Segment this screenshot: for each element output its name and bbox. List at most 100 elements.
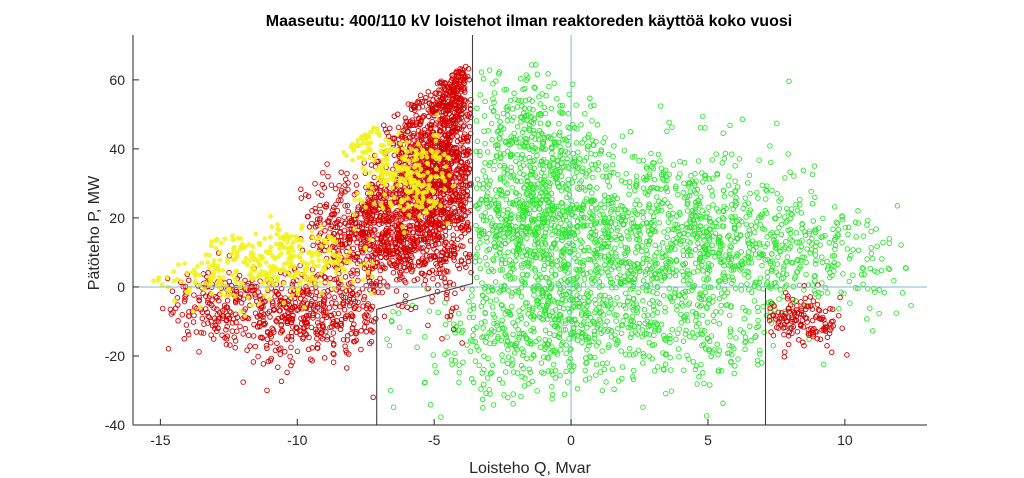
data-point: [480, 299, 486, 305]
data-point: [539, 161, 546, 168]
data-point: [541, 219, 548, 226]
data-point: [580, 201, 587, 208]
data-point: [451, 204, 457, 211]
data-point: [603, 379, 609, 385]
data-point: [721, 293, 727, 299]
data-point: [684, 208, 691, 214]
data-point: [509, 106, 516, 112]
data-point: [774, 120, 780, 127]
data-point: [390, 404, 397, 410]
data-point: [609, 366, 616, 372]
data-point: [484, 375, 491, 381]
data-point: [559, 200, 566, 207]
data-point: [572, 255, 578, 262]
data-point: [499, 380, 506, 386]
data-point: [498, 256, 505, 263]
data-point: [487, 298, 494, 304]
data-point: [430, 352, 437, 358]
data-point: [709, 242, 716, 249]
data-point: [474, 251, 480, 258]
data-point: [520, 352, 526, 359]
data-point: [721, 286, 728, 293]
data-point: [717, 238, 723, 244]
data-point: [776, 205, 783, 212]
data-point: [387, 236, 394, 242]
data-point: [713, 151, 719, 157]
data-point: [698, 302, 705, 309]
data-point: [666, 285, 673, 292]
data-point: [504, 148, 511, 155]
data-point: [710, 202, 716, 208]
data-point: [508, 303, 515, 310]
data-point: [557, 347, 564, 353]
data-point: [683, 327, 689, 334]
data-point: [726, 342, 732, 349]
data-point: [618, 202, 624, 209]
data-point: [822, 284, 829, 291]
data-point: [681, 194, 688, 201]
data-point: [556, 203, 562, 210]
data-point: [479, 396, 486, 403]
data-point: [480, 185, 486, 192]
data-point: [531, 130, 537, 137]
data-point: [452, 290, 458, 297]
data-point: [869, 255, 876, 262]
data-point: [565, 110, 572, 117]
data-point: [651, 332, 657, 338]
data-point: [645, 323, 651, 330]
data-point: [509, 362, 515, 369]
data-point: [538, 158, 545, 164]
data-point: [651, 306, 657, 313]
data-point: [626, 345, 633, 352]
data-point: [819, 259, 826, 266]
data-point: [511, 350, 518, 356]
data-point: [509, 235, 516, 242]
data-point: [474, 176, 481, 183]
data-point: [549, 156, 556, 162]
data-point: [685, 280, 692, 287]
data-point: [727, 122, 733, 129]
data-point: [626, 277, 632, 284]
data-point: [582, 110, 588, 117]
data-point: [577, 180, 583, 186]
data-point: [650, 165, 656, 172]
data-point: [591, 331, 598, 338]
data-point: [878, 267, 885, 274]
data-point: [535, 229, 542, 236]
data-point: [673, 336, 679, 342]
data-point: [636, 157, 642, 164]
data-point: [664, 128, 670, 135]
data-point: [675, 346, 682, 352]
data-point: [699, 207, 705, 214]
data-point: [549, 231, 555, 238]
data-point: [603, 173, 609, 180]
data-point: [539, 179, 546, 186]
data-point: [736, 156, 743, 162]
data-point: [705, 245, 712, 252]
data-point: [532, 216, 538, 223]
data-point: [518, 178, 524, 185]
data-point: [541, 104, 548, 111]
data-point: [535, 215, 542, 222]
data-point: [480, 76, 487, 82]
data-point: [657, 103, 664, 109]
data-point: [869, 328, 876, 334]
data-point: [494, 145, 501, 152]
data-point: [613, 318, 619, 324]
data-point: [511, 172, 517, 178]
data-point: [498, 187, 505, 194]
data-point: [776, 224, 782, 231]
data-point: [481, 113, 488, 119]
data-point: [839, 239, 845, 246]
data-point: [764, 269, 771, 275]
data-point: [755, 195, 761, 201]
data-point: [635, 347, 642, 354]
data-point: [426, 308, 433, 314]
data-point: [582, 187, 588, 193]
data-point: [607, 276, 614, 282]
data-point: [855, 247, 862, 254]
data-point: [693, 190, 699, 196]
data-point: [706, 184, 713, 191]
data-point: [646, 288, 652, 294]
data-point: [526, 184, 533, 191]
